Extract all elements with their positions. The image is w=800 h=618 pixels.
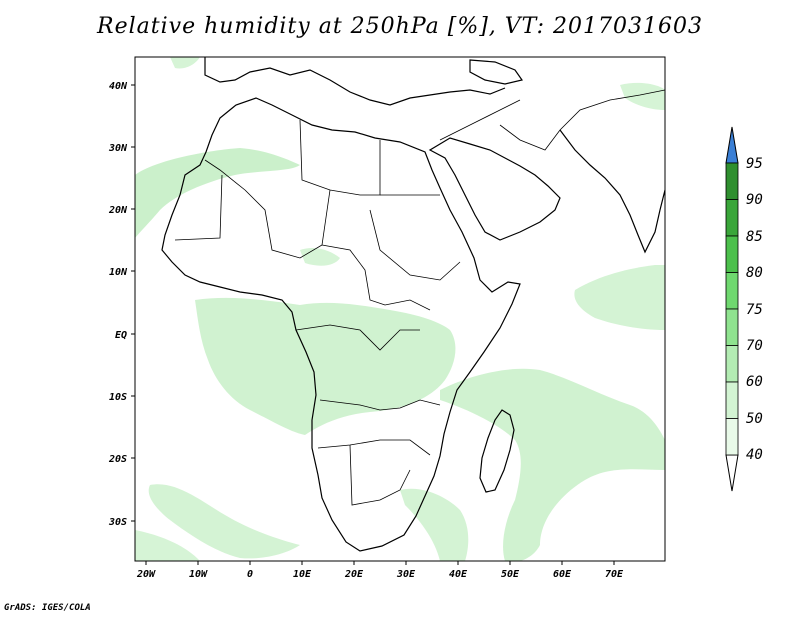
colorbar-label-80: 80 bbox=[746, 265, 763, 281]
colorbar-cell bbox=[725, 162, 739, 200]
lat-label-10s: 10S bbox=[109, 392, 127, 403]
lon-label-10e: 10E bbox=[293, 569, 312, 580]
lat-label-eq: EQ bbox=[115, 330, 127, 341]
lon-label-10w: 10W bbox=[189, 569, 208, 580]
lon-label-40e: 40E bbox=[449, 569, 468, 580]
lat-label-30s: 30S bbox=[108, 517, 127, 528]
lat-label-10n: 10N bbox=[109, 267, 128, 278]
colorbar-label-95: 95 bbox=[746, 156, 763, 172]
lat-label-20s: 20S bbox=[108, 454, 127, 465]
colorbar-cell bbox=[725, 235, 739, 273]
lon-label-0: 0 bbox=[247, 569, 253, 580]
colorbar-cell bbox=[725, 308, 739, 346]
colorbar-label-40: 40 bbox=[746, 447, 763, 463]
colorbar-label-85: 85 bbox=[746, 229, 763, 245]
humidity-shading bbox=[135, 57, 665, 561]
colorbar-label-75: 75 bbox=[746, 302, 763, 318]
lat-axis: 40N 30N 20N 10N EQ 10S 20S 30S bbox=[108, 81, 135, 528]
colorbar-label-70: 70 bbox=[746, 338, 763, 354]
lon-axis: 20W 10W 0 10E 20E 30E 40E 50E 60E 70E bbox=[136, 561, 624, 580]
lon-label-70e: 70E bbox=[605, 569, 624, 580]
colorbar-label-90: 90 bbox=[746, 192, 763, 208]
map-title: Relative humidity at 250hPa [%], VT: 201… bbox=[97, 14, 703, 39]
colorbar-cell bbox=[725, 418, 739, 456]
colorbar-cell bbox=[725, 199, 739, 237]
colorbar-label-60: 60 bbox=[746, 374, 763, 390]
map-frame bbox=[134, 56, 666, 562]
lat-label-30n: 30N bbox=[108, 143, 128, 154]
credit-text: GrADS: IGES/COLA bbox=[4, 603, 91, 613]
lon-label-20e: 20E bbox=[344, 569, 364, 580]
colorbar-label-50: 50 bbox=[746, 411, 763, 427]
country-borders bbox=[174, 89, 666, 506]
colorbar-cell bbox=[725, 345, 739, 383]
colorbar: 95 90 85 80 75 70 60 50 40 bbox=[725, 126, 763, 492]
colorbar-cell bbox=[725, 272, 739, 310]
coastlines bbox=[161, 57, 666, 552]
lat-label-40n: 40N bbox=[109, 81, 128, 92]
lon-label-50e: 50E bbox=[501, 569, 520, 580]
colorbar-cell bbox=[725, 381, 739, 419]
colorbar-top-arrow bbox=[725, 126, 739, 164]
lon-label-60e: 60E bbox=[553, 569, 572, 580]
lon-label-30e: 30E bbox=[396, 569, 416, 580]
lat-label-20n: 20N bbox=[108, 205, 128, 216]
lon-label-20w: 20W bbox=[136, 569, 156, 580]
colorbar-bottom-arrow bbox=[725, 454, 739, 492]
